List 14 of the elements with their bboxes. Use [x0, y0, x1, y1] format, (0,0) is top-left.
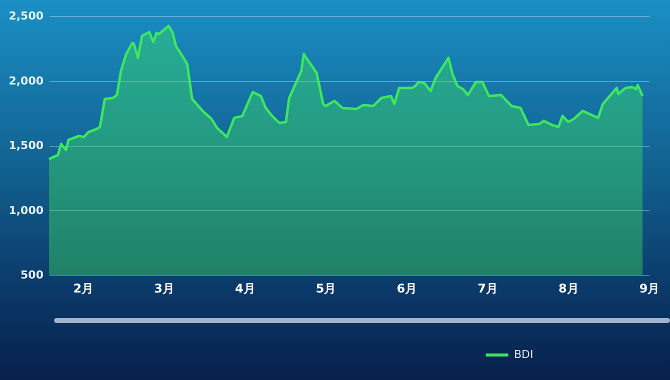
x-tick-label: 7月	[478, 282, 498, 296]
y-tick-label: 500	[20, 268, 44, 282]
y-tick-label: 2,000	[8, 74, 44, 88]
x-tick-label: 8月	[558, 282, 579, 296]
y-tick-label: 1,000	[8, 204, 44, 217]
y-tick-label: 2,500	[8, 10, 44, 22]
x-tick-label: 9月	[639, 282, 660, 296]
x-tick-label: 2月	[73, 282, 94, 296]
x-tick-label: 3月	[154, 282, 175, 296]
x-tick-label: 4月	[235, 282, 256, 296]
x-tick-label: 6月	[396, 282, 418, 296]
x-tick-label: 5月	[316, 282, 336, 296]
legend-label: BDI	[514, 348, 534, 361]
y-tick-label: 1,500	[8, 139, 44, 152]
